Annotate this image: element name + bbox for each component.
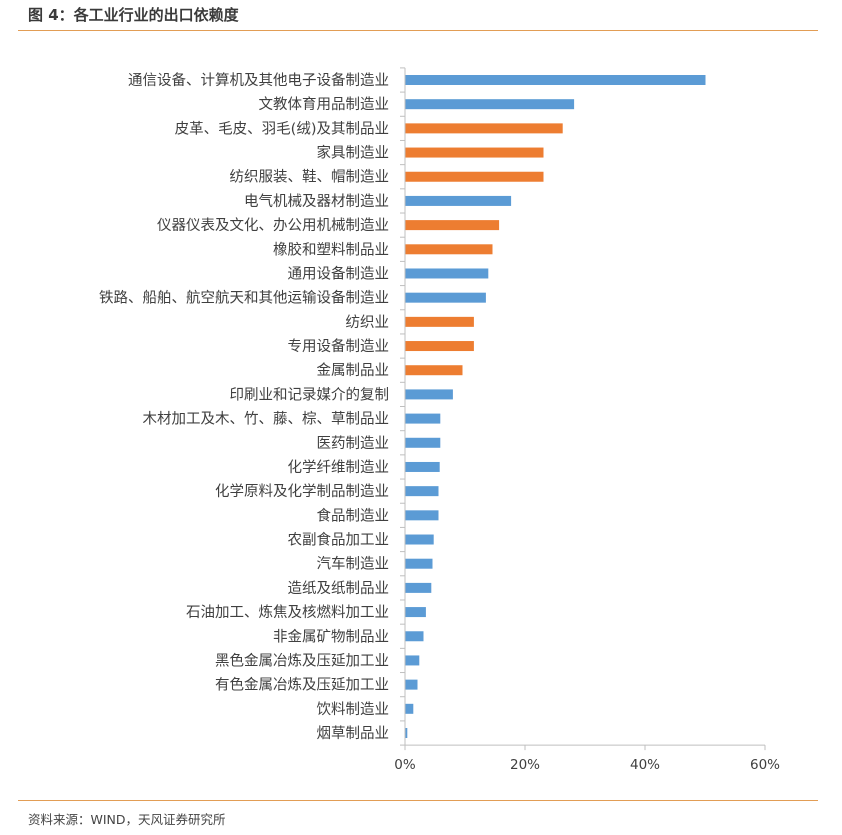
category-label: 铁路、船舶、航空航天和其他运输设备制造业 — [99, 290, 389, 307]
bar-chart: 通信设备、计算机及其他电子设备制造业文教体育用品制造业皮革、毛皮、羽毛(绒)及其… — [99, 67, 780, 773]
category-label: 医药制造业 — [317, 435, 390, 452]
bar — [405, 607, 426, 618]
category-label: 非金属矿物制品业 — [273, 628, 389, 645]
category-label: 黑色金属冶炼及压延加工业 — [215, 652, 389, 669]
category-label: 饮料制造业 — [317, 701, 390, 718]
bar — [405, 437, 441, 448]
category-label: 化学原料及化学制品制造业 — [215, 483, 389, 500]
category-label: 有色金属冶炼及压延加工业 — [215, 677, 389, 694]
category-label: 电气机械及器材制造业 — [244, 193, 389, 210]
category-label: 仪器仪表及文化、办公用机械制造业 — [157, 217, 389, 234]
bar — [405, 510, 439, 521]
category-label: 通用设备制造业 — [288, 265, 390, 282]
bar — [405, 389, 453, 400]
source-note: 资料来源：WIND，天风证券研究所 — [28, 812, 226, 827]
bar — [405, 341, 474, 352]
bottom-divider — [18, 800, 818, 801]
category-label: 橡胶和塑料制品业 — [273, 241, 389, 258]
bar — [405, 703, 414, 714]
category-label: 专用设备制造业 — [288, 338, 390, 355]
bar — [405, 147, 544, 158]
bar — [405, 123, 563, 134]
x-tick-label: 40% — [630, 757, 660, 773]
x-tick-label: 20% — [510, 757, 540, 773]
category-label: 通信设备、计算机及其他电子设备制造业 — [128, 72, 389, 89]
bar — [405, 75, 706, 85]
bar — [405, 582, 432, 593]
x-tick-label: 0% — [394, 757, 416, 773]
category-label: 农副食品加工业 — [288, 532, 390, 549]
bar — [405, 171, 544, 182]
category-label: 石油加工、炼焦及核燃料加工业 — [186, 603, 389, 621]
bar — [405, 679, 418, 690]
bar — [405, 244, 493, 255]
category-label: 家具制造业 — [317, 145, 390, 162]
bar — [405, 316, 474, 327]
category-label: 皮革、毛皮、羽毛(绒)及其制品业 — [175, 120, 389, 137]
category-label: 化学纤维制造业 — [288, 459, 390, 476]
bar — [405, 631, 424, 642]
bar — [405, 413, 441, 424]
bar — [405, 534, 434, 545]
category-label: 纺织服装、鞋、帽制造业 — [230, 169, 390, 186]
bar — [405, 655, 420, 666]
category-label: 烟草制品业 — [317, 725, 390, 742]
bar — [405, 558, 433, 569]
category-label: 汽车制造业 — [317, 556, 390, 573]
figure-title: 图 4：各工业行业的出口依赖度 — [28, 6, 239, 24]
category-label: 印刷业和记录媒介的复制 — [230, 385, 390, 403]
bar — [405, 365, 463, 376]
bar — [405, 268, 489, 279]
bar — [405, 195, 512, 206]
bar — [405, 292, 486, 303]
bar — [405, 461, 440, 472]
category-label: 木材加工及木、竹、藤、棕、草制品业 — [143, 411, 390, 428]
bar — [405, 220, 500, 231]
top-divider — [18, 30, 818, 31]
x-tick-label: 60% — [750, 757, 780, 773]
category-label: 纺织业 — [346, 314, 390, 331]
bar — [405, 728, 408, 738]
category-label: 金属制品业 — [317, 362, 390, 379]
category-label: 食品制造业 — [317, 507, 390, 524]
bar — [405, 99, 575, 110]
category-label: 造纸及纸制品业 — [288, 580, 390, 597]
category-label: 文教体育用品制造业 — [259, 96, 390, 113]
bar — [405, 486, 439, 497]
